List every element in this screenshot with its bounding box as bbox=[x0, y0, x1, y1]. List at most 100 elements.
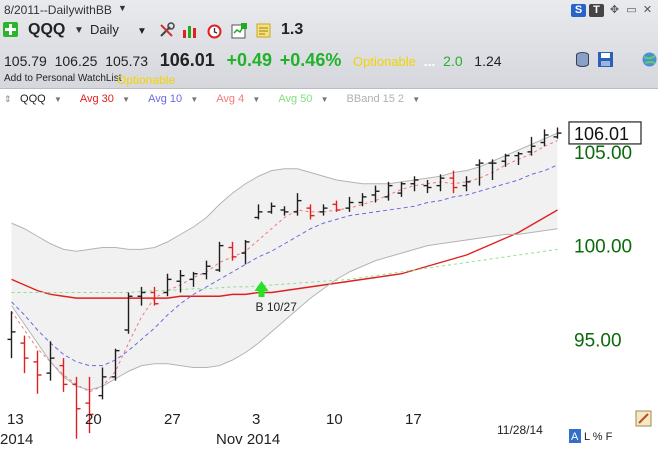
ohlc-bar bbox=[553, 127, 562, 139]
buy-signal-arrow-icon bbox=[254, 281, 269, 297]
ohlc-bar bbox=[176, 270, 185, 293]
y-tick-label: 95.00 bbox=[574, 330, 622, 351]
window-title: 8/2011--DailywithBB bbox=[4, 3, 112, 17]
ohlc-bar bbox=[488, 159, 497, 180]
x-tick-label: 17 bbox=[405, 411, 422, 428]
globe-icon[interactable] bbox=[641, 51, 658, 68]
t-button[interactable]: T bbox=[589, 4, 604, 17]
legend-dropdown-icon[interactable]: ▼ bbox=[410, 95, 421, 104]
ohlc-bar bbox=[137, 286, 146, 306]
chart-check-icon[interactable] bbox=[231, 22, 248, 39]
quote-change: +0.49 bbox=[226, 50, 272, 70]
alarm-clock-icon[interactable] bbox=[206, 22, 223, 39]
legend-item-label: Avg 30 bbox=[79, 93, 114, 105]
last-price-box bbox=[568, 121, 642, 145]
plus-icon[interactable] bbox=[3, 22, 18, 37]
ohlc-bar bbox=[475, 159, 484, 186]
quote-last: 106.01 bbox=[159, 50, 215, 70]
bollinger-band-fill bbox=[11, 133, 558, 390]
y-tick-label: 100.00 bbox=[574, 237, 632, 258]
legend-dropdown-icon[interactable]: ▼ bbox=[119, 95, 131, 104]
ohlc-bar bbox=[85, 376, 94, 434]
ohlc-bar bbox=[514, 151, 523, 165]
minimize-icon[interactable]: ▭ bbox=[626, 4, 637, 16]
ohlc-bar bbox=[280, 206, 289, 216]
period-dropdown-icon[interactable]: ▼ bbox=[137, 26, 147, 37]
s-button[interactable]: S bbox=[571, 4, 586, 17]
ohlc-bar bbox=[267, 202, 276, 214]
x-tick-label: 20 bbox=[85, 411, 102, 428]
legend-item[interactable]: Avg 50 ▼ bbox=[272, 93, 334, 105]
ohlc-bar bbox=[72, 376, 81, 439]
ohlc-bar bbox=[540, 129, 549, 147]
x-tick-label: 27 bbox=[164, 411, 181, 428]
stat-value-2: 1.24 bbox=[474, 53, 502, 69]
ohlc-bar bbox=[111, 348, 120, 381]
ohlc-bar bbox=[293, 193, 302, 216]
legend-item[interactable]: BBand 15 2 ▼ bbox=[341, 93, 427, 105]
move-icon[interactable]: ✥ bbox=[609, 4, 620, 16]
ohlc-bar bbox=[397, 181, 406, 197]
ohlc-bar bbox=[163, 273, 172, 297]
a-button[interactable] bbox=[569, 429, 581, 443]
ohlc-bar bbox=[358, 193, 367, 207]
stat-value-1: 2.0 bbox=[443, 53, 463, 69]
last-price-label: 106.01 bbox=[574, 124, 629, 144]
x-tick-label: 13 bbox=[7, 411, 24, 428]
x-tick-label: 3 bbox=[252, 411, 260, 428]
save-icon[interactable] bbox=[597, 51, 614, 68]
legend-dropdown-icon[interactable]: ▼ bbox=[188, 95, 199, 104]
month-label: 2014 bbox=[0, 431, 33, 448]
legend-dropdown-icon[interactable]: ▼ bbox=[318, 95, 329, 104]
date-stamp: 11/28/14 bbox=[497, 423, 543, 437]
close-icon[interactable]: ✕ bbox=[642, 4, 653, 16]
title-menu-arrow-icon[interactable]: ▼ bbox=[118, 3, 127, 13]
ohlc-bar bbox=[98, 367, 107, 400]
bar-chart-icon[interactable] bbox=[181, 22, 198, 39]
legend-item-label: QQQ bbox=[20, 93, 46, 105]
symbol-field[interactable]: QQQ bbox=[28, 21, 66, 38]
note-icon[interactable] bbox=[255, 22, 272, 39]
ohlc-bar bbox=[319, 204, 328, 216]
optionable-tag: Optionable bbox=[117, 73, 176, 87]
legend-item[interactable]: Avg 10 ▼ bbox=[142, 93, 204, 105]
indicator-legend: ⇕ QQQ ▼ Avg 30 ▼ Avg 10 ▼ Avg 4 ▼ Avg 50 ▼ BB… bbox=[4, 93, 432, 105]
ohlc-bar bbox=[462, 176, 471, 192]
tools-icon[interactable] bbox=[158, 22, 175, 39]
ohlc-bar bbox=[215, 241, 224, 272]
quote-open: 105.79 bbox=[4, 53, 47, 69]
quote-high: 106.25 bbox=[54, 53, 98, 69]
ohlc-bar bbox=[423, 180, 432, 194]
price-chart[interactable]: B 10/27 105.00 100.00 95.00 106.01 13 20 27 3 10 1… bbox=[0, 105, 658, 452]
ohlc-bar bbox=[7, 311, 16, 359]
ohlc-bar bbox=[306, 204, 315, 220]
optionable-label: Optionable bbox=[353, 54, 416, 69]
scale-toggles[interactable]: L % F bbox=[584, 431, 613, 443]
x-tick-label: 10 bbox=[326, 411, 343, 428]
ohlc-bar bbox=[228, 241, 237, 261]
legend-dropdown-icon[interactable]: ▼ bbox=[51, 95, 62, 104]
symbol-dropdown-icon[interactable]: ▼ bbox=[74, 25, 84, 36]
legend-item[interactable]: Avg 4 ▼ bbox=[210, 93, 266, 105]
ohlc-bar bbox=[449, 170, 458, 194]
database-icon[interactable] bbox=[574, 51, 591, 68]
legend-item[interactable]: ⇕ QQQ ▼ bbox=[4, 93, 62, 105]
ohlc-bar bbox=[254, 204, 263, 220]
ohlc-bar bbox=[20, 335, 29, 374]
legend-item[interactable]: Avg 30 ▼ bbox=[74, 93, 136, 105]
more-dots[interactable]: ... bbox=[423, 53, 436, 69]
ohlc-bar bbox=[527, 136, 536, 156]
y-tick-label: 105.00 bbox=[574, 143, 632, 164]
series-line-bband-upper bbox=[11, 132, 558, 252]
ohlc-bar bbox=[345, 196, 354, 212]
period-select[interactable]: Daily bbox=[90, 22, 119, 37]
ohlc-bar bbox=[59, 358, 68, 392]
legend-dropdown-icon[interactable]: ▼ bbox=[250, 95, 261, 104]
value-readout: 1.3 bbox=[281, 21, 304, 38]
legend-item-label: Avg 10 bbox=[148, 93, 183, 105]
ohlc-bar bbox=[410, 176, 419, 192]
month-label: Nov 2014 bbox=[216, 431, 280, 448]
edit-pencil-icon[interactable] bbox=[635, 410, 652, 427]
add-to-watchlist-link[interactable]: Add to Personal WatchList bbox=[4, 73, 122, 84]
ohlc-bar bbox=[371, 185, 380, 203]
